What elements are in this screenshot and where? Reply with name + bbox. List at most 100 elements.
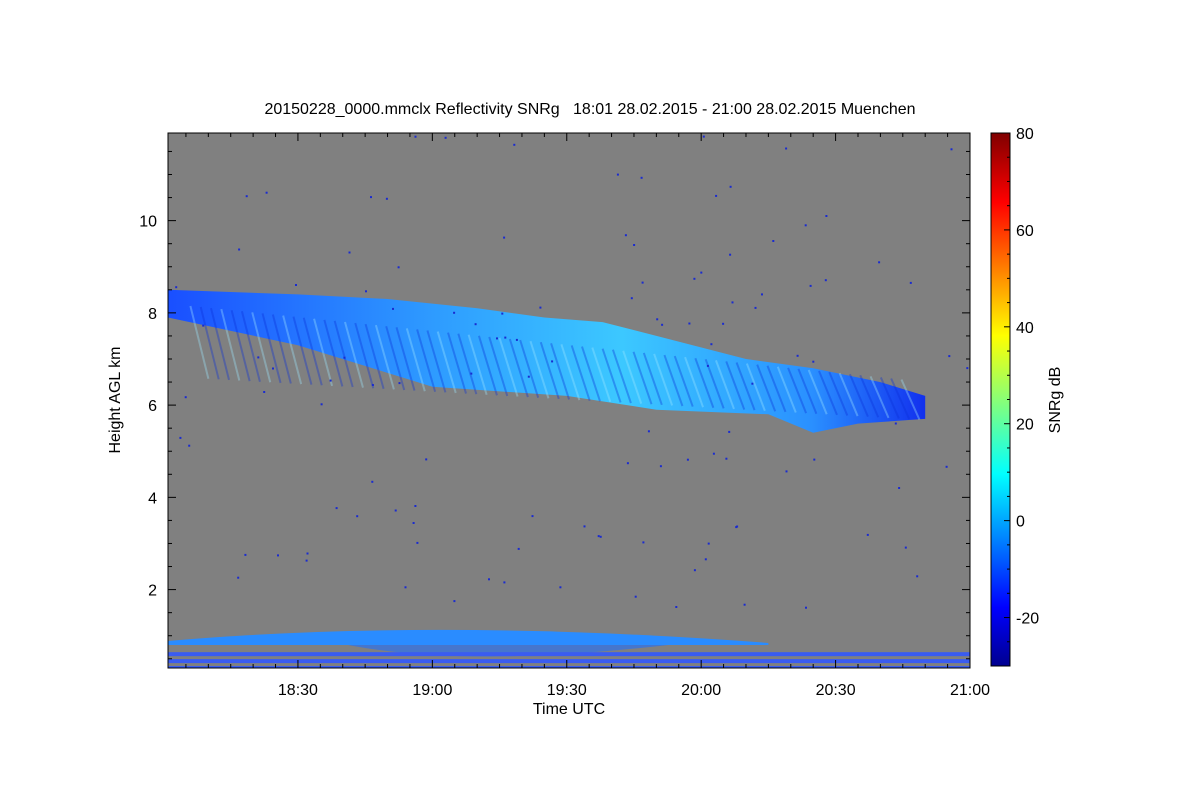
fall-streak	[550, 342, 571, 400]
fall-streak	[488, 336, 509, 397]
fall-streak	[519, 339, 540, 398]
clutter-line	[168, 666, 970, 668]
fall-streak	[838, 372, 859, 417]
noise-speckle	[175, 286, 178, 289]
noise-speckle	[453, 311, 456, 314]
fall-streak	[694, 357, 715, 409]
noise-speckle	[736, 525, 739, 528]
noise-speckle	[238, 248, 241, 251]
fall-streak	[529, 340, 550, 399]
fall-streak	[787, 367, 808, 414]
fall-streak	[271, 314, 292, 384]
noise-speckle	[813, 458, 816, 461]
noise-speckle	[950, 148, 953, 151]
noise-speckle	[659, 465, 662, 468]
cloud-layer-upper	[168, 289, 926, 433]
noise-speckle	[474, 323, 477, 326]
fall-streak	[622, 350, 643, 404]
noise-speckle	[597, 535, 600, 538]
x-tick-label: 19:00	[412, 682, 452, 699]
fall-streak	[632, 351, 653, 405]
fall-streak	[447, 332, 467, 394]
fall-streak	[849, 373, 869, 418]
fall-streak	[282, 315, 303, 385]
noise-speckle	[416, 541, 419, 544]
noise-speckle	[371, 480, 374, 483]
noise-speckle	[414, 505, 417, 507]
noise-speckle	[729, 185, 732, 188]
y-tick-label: 6	[148, 398, 157, 415]
y-tick-label: 2	[148, 583, 157, 600]
noise-speckle	[503, 236, 506, 239]
noise-speckle	[370, 196, 372, 199]
colorbar-tick-label: 60	[1016, 223, 1034, 240]
fall-streak	[416, 329, 437, 393]
noise-speckle	[634, 595, 637, 598]
noise-speckle	[348, 251, 351, 254]
noise-speckle	[517, 547, 520, 550]
noise-speckle	[513, 143, 516, 146]
noise-speckle	[805, 606, 807, 609]
noise-speckle	[731, 301, 734, 304]
noise-speckle	[551, 360, 554, 363]
noise-speckle	[633, 244, 636, 246]
cloud-layer-lower	[168, 629, 769, 645]
fall-streak	[900, 379, 921, 421]
colorbar-tick-label: 40	[1016, 320, 1034, 337]
noise-speckle	[425, 458, 428, 461]
fall-streak	[498, 337, 519, 397]
noise-speckle	[501, 312, 504, 315]
noise-speckle	[904, 546, 907, 549]
noise-speckle	[583, 525, 586, 528]
fall-streak	[240, 311, 261, 382]
noise-speckle	[444, 136, 447, 139]
fall-streak	[828, 371, 849, 416]
fall-streak	[385, 325, 406, 391]
noise-speckle	[772, 240, 775, 242]
noise-speckle	[188, 444, 191, 447]
noise-speckle	[812, 360, 815, 363]
noise-speckle	[804, 224, 807, 227]
noise-speckle	[244, 553, 247, 556]
noise-speckle	[706, 364, 709, 367]
noise-speckle	[559, 586, 562, 589]
fall-streak	[653, 353, 674, 406]
noise-speckle	[630, 297, 633, 300]
fall-streak	[374, 324, 395, 390]
fall-streak	[426, 330, 447, 393]
noise-speckle	[754, 306, 757, 309]
fall-streak	[704, 358, 725, 409]
x-tick-label: 21:00	[950, 682, 990, 699]
fall-streak	[663, 354, 684, 407]
noise-speckle	[785, 147, 788, 150]
noise-speckle	[878, 261, 881, 264]
fall-streak	[591, 347, 612, 403]
noise-speckle	[257, 356, 260, 359]
noise-speckle	[626, 462, 629, 465]
noise-speckle	[700, 271, 703, 274]
noise-speckle	[343, 356, 346, 359]
noise-speckle	[329, 379, 332, 382]
noise-speckle	[728, 430, 731, 433]
noise-speckle	[729, 253, 732, 256]
noise-speckle	[688, 322, 691, 325]
fall-streak	[508, 338, 529, 398]
noise-speckle	[335, 507, 338, 510]
noise-speckle	[371, 384, 374, 386]
noise-speckle	[412, 522, 415, 524]
fall-streak	[766, 365, 787, 413]
fall-streak	[684, 356, 704, 408]
fall-streak	[611, 349, 632, 404]
noise-speckle	[496, 337, 498, 340]
colorbar-tick-label: 80	[1016, 126, 1034, 143]
fall-streak	[467, 334, 488, 396]
noise-speckle	[722, 322, 725, 325]
noise-speckle	[751, 382, 754, 385]
fall-streak	[869, 375, 890, 419]
noise-speckle	[641, 281, 644, 284]
noise-speckle	[320, 403, 323, 406]
fall-streaks	[189, 305, 921, 421]
y-tick-label: 10	[139, 214, 157, 231]
fall-streak	[323, 319, 344, 387]
